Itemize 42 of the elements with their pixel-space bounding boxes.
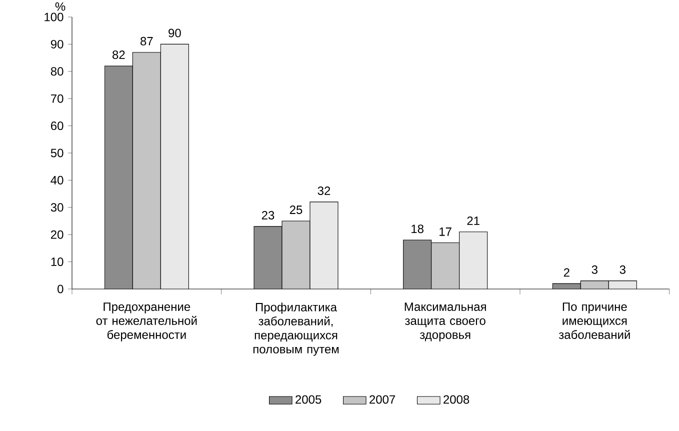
- data-label: 87: [140, 36, 153, 46]
- x-tick-label: Максимальная защита своего здоровья: [404, 302, 486, 342]
- y-axis-title: %: [55, 2, 66, 11]
- legend-label: 2005: [296, 395, 322, 404]
- y-tick-label: 40: [50, 176, 64, 184]
- x-tick-label: Предохранение от нежелательной беременности: [96, 302, 197, 342]
- bar: [403, 240, 432, 289]
- y-tick-label: 90: [50, 40, 64, 48]
- y-tick-label: 10: [51, 258, 64, 266]
- data-label: 82: [112, 50, 125, 60]
- y-tick-label: 100: [44, 12, 64, 22]
- x-tick-label: Профилактика заболеваний, передающихся половым путем: [253, 302, 339, 356]
- data-label: 23: [262, 210, 274, 220]
- y-tick-label: 20: [50, 230, 64, 239]
- y-tick-label: 80: [50, 67, 64, 76]
- bar: [431, 242, 460, 289]
- bar: [459, 232, 488, 289]
- bar: [580, 280, 609, 289]
- bar: [282, 220, 310, 289]
- x-tick-label: По причине имеющихся заболеваний: [558, 302, 630, 339]
- data-label: 25: [290, 206, 302, 214]
- legend-label: 2008: [444, 395, 470, 404]
- y-tick-label: 60: [50, 122, 64, 130]
- data-label: 3: [620, 265, 626, 274]
- data-label: 2: [564, 268, 570, 277]
- bar: [160, 44, 189, 289]
- data-label: 18: [412, 224, 424, 234]
- y-tick-label: 0: [58, 284, 64, 294]
- legend-label: 2007: [370, 395, 396, 404]
- bar: [132, 52, 161, 289]
- data-label: 21: [467, 216, 480, 225]
- y-tick-label: 50: [50, 148, 64, 158]
- bar: [608, 280, 637, 289]
- data-label: 3: [592, 265, 598, 274]
- bar: [254, 226, 282, 289]
- data-label: 90: [168, 28, 181, 38]
- data-label: 32: [318, 186, 330, 196]
- data-label: 17: [440, 228, 452, 236]
- bar: [104, 66, 133, 289]
- y-tick-label: 30: [50, 203, 64, 212]
- bar: [310, 202, 338, 289]
- y-tick-label: 70: [50, 94, 64, 103]
